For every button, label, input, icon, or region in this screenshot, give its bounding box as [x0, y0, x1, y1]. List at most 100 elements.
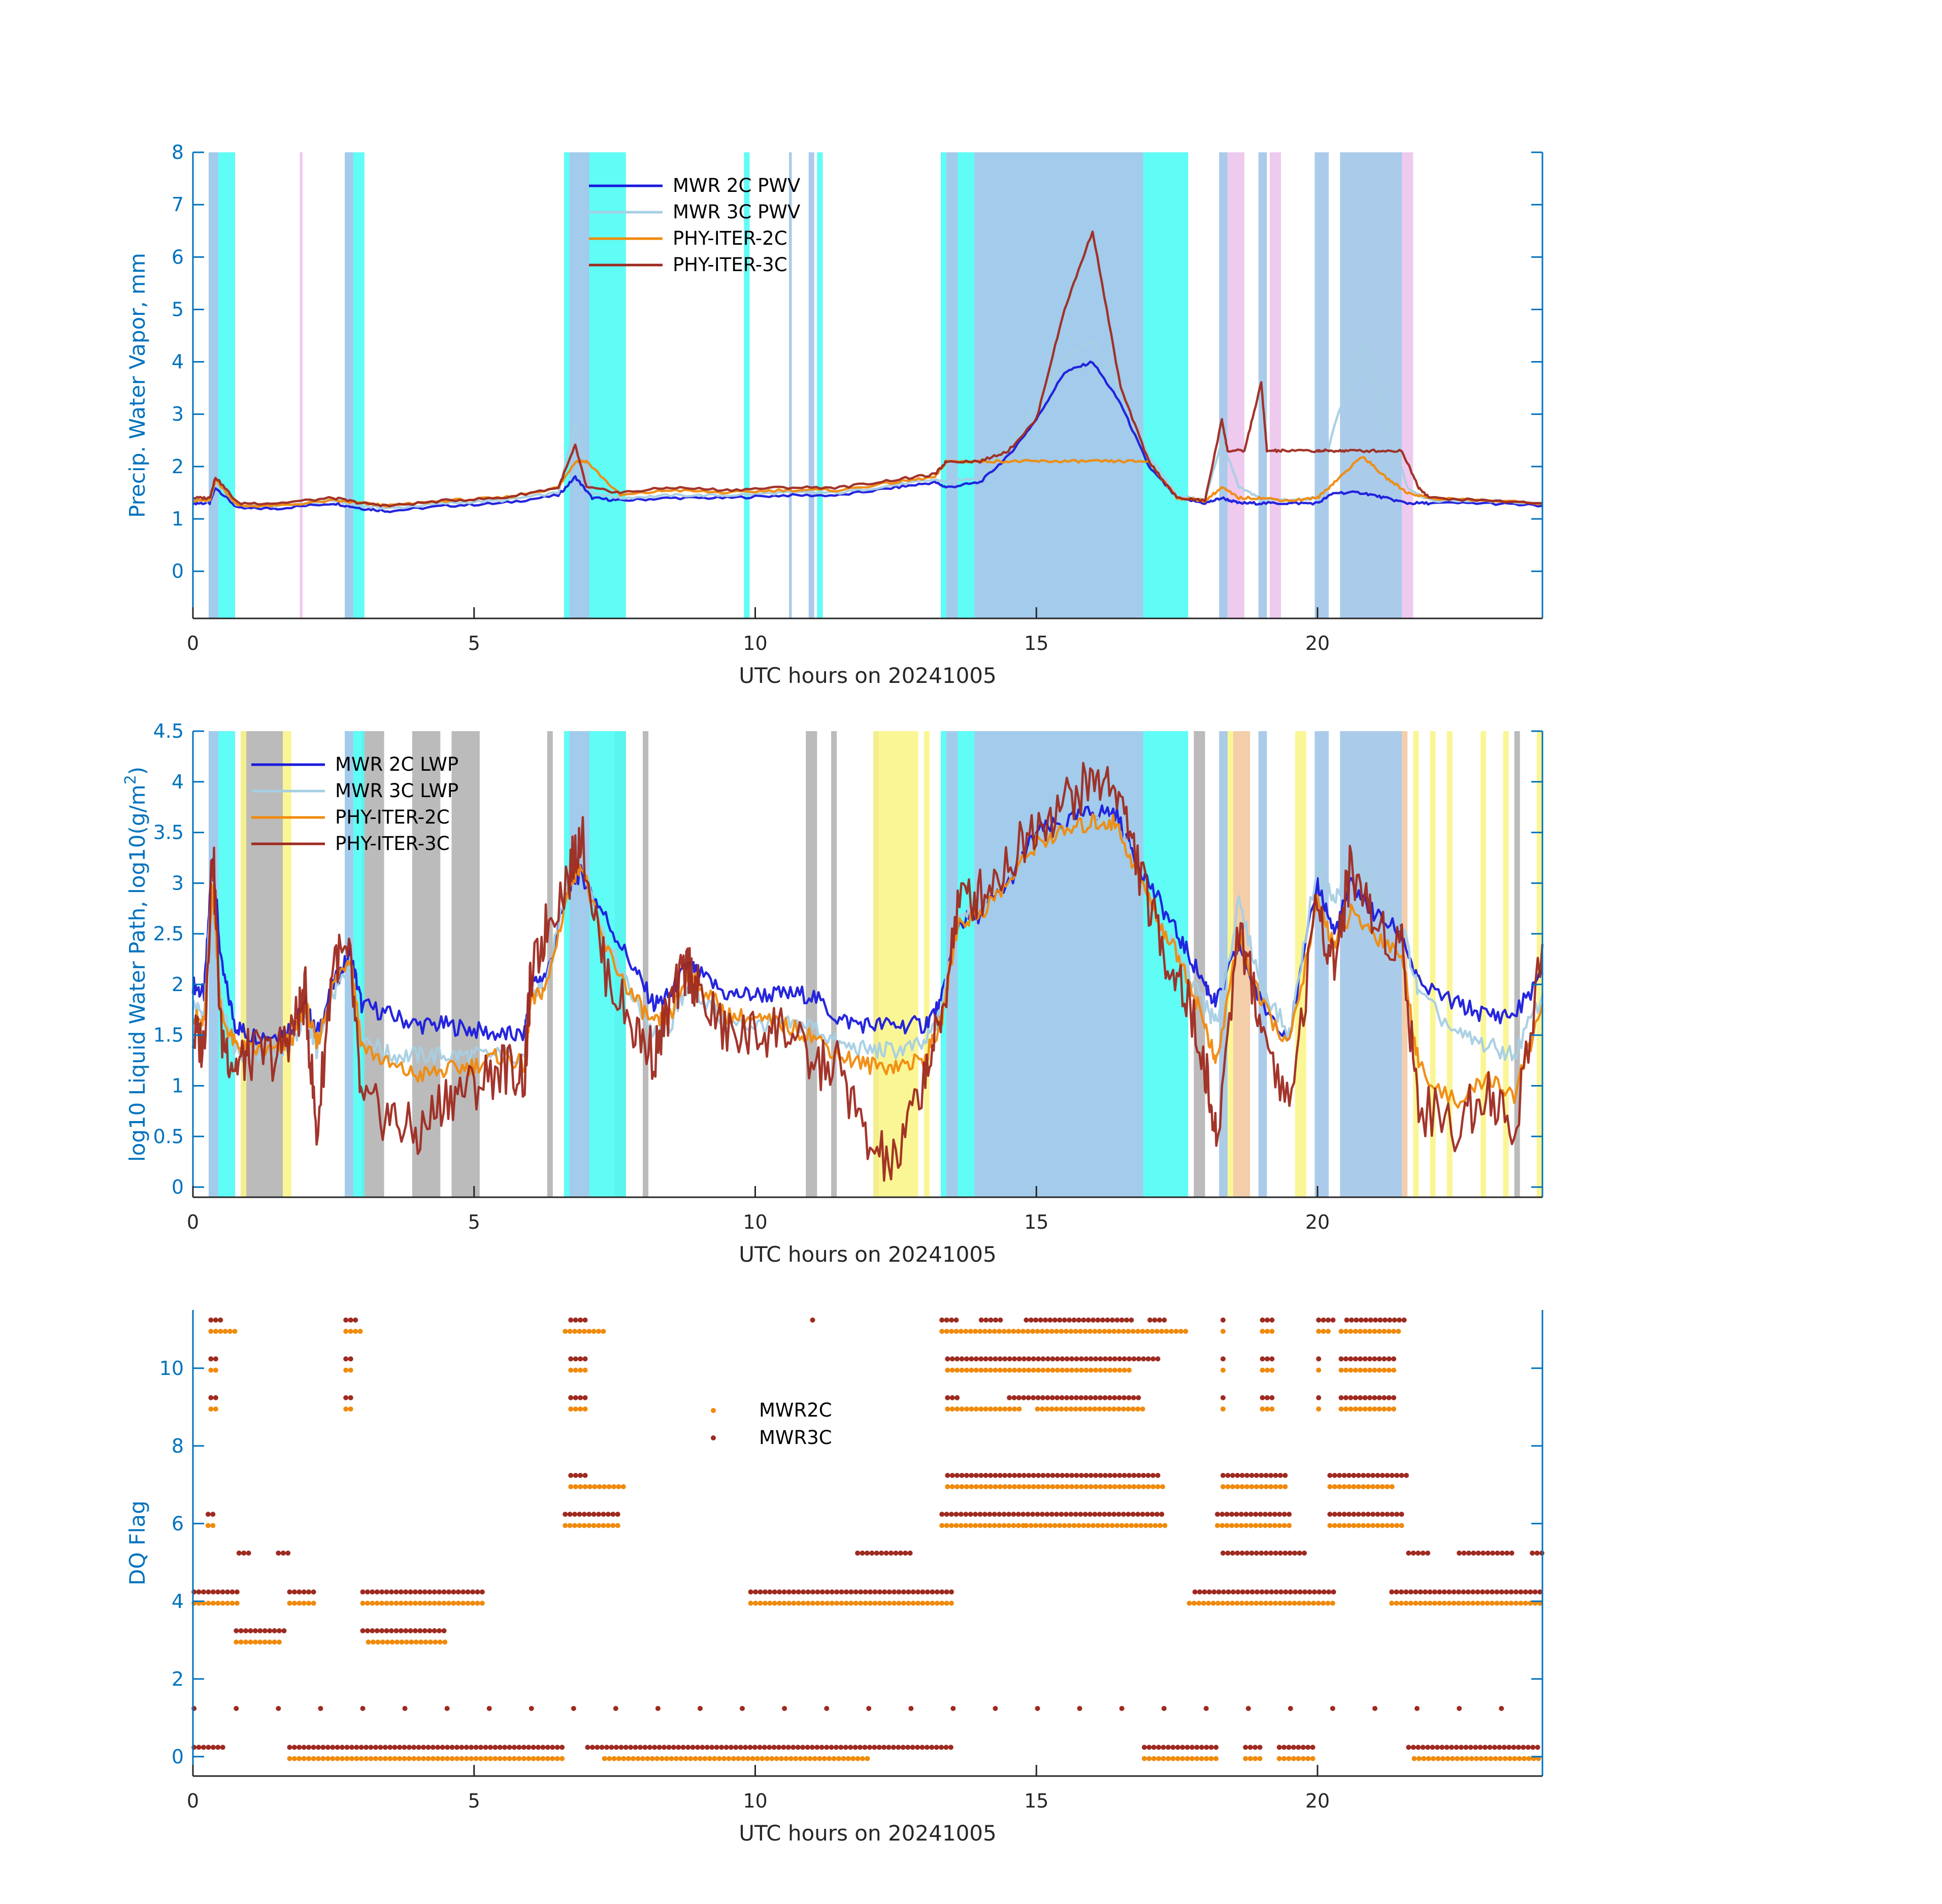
dq-point [1050, 1484, 1056, 1490]
dq-point [1456, 1600, 1461, 1606]
y-tick-label: 3 [172, 872, 184, 894]
dq-point [366, 1639, 371, 1645]
dq-point [877, 1600, 882, 1606]
dq-point [1038, 1523, 1043, 1528]
dq-point [582, 1356, 588, 1362]
dq-point [464, 1745, 469, 1750]
dq-point [577, 1512, 582, 1517]
shade-blue [1340, 152, 1402, 618]
dq-point [360, 1600, 366, 1606]
dq-point [1098, 1367, 1103, 1373]
dq-point [1045, 1395, 1050, 1400]
dq-point [758, 1589, 763, 1595]
dq-point [545, 1756, 550, 1761]
dq-point [1499, 1705, 1504, 1711]
dq-point [1385, 1523, 1390, 1528]
dq-point [578, 1472, 583, 1478]
dq-point [567, 1329, 573, 1334]
dq-point [460, 1600, 466, 1606]
dq-point [385, 1639, 390, 1645]
y-tick-label: 3.5 [153, 822, 184, 844]
dq-point [853, 1589, 859, 1595]
dq-point [1389, 1600, 1395, 1606]
dq-point [1338, 1356, 1344, 1362]
dq-point [388, 1600, 394, 1606]
dq-point [1097, 1406, 1102, 1412]
dq-point [1276, 1745, 1282, 1750]
dq-point [301, 1756, 307, 1761]
dq-point [1226, 1589, 1231, 1595]
dq-point [601, 1523, 606, 1528]
dq-point [1343, 1329, 1348, 1334]
legend-label: MWR 2C LWP [335, 753, 458, 775]
y-axis-label-end: ) [125, 767, 150, 775]
dq-point [1112, 1472, 1117, 1478]
dq-point [1260, 1367, 1265, 1373]
dq-point [685, 1745, 691, 1750]
dq-point [1060, 1484, 1065, 1490]
dq-point [1446, 1600, 1452, 1606]
dq-point [939, 1523, 945, 1528]
dq-point [604, 1745, 610, 1750]
dq-point [311, 1756, 316, 1761]
dq-point [257, 1639, 263, 1645]
dq-point [1394, 1589, 1399, 1595]
dq-point [1082, 1406, 1088, 1412]
dq-point [1220, 1329, 1226, 1334]
dq-point [853, 1600, 859, 1606]
dq-point [1480, 1550, 1486, 1556]
shade-yellow [924, 731, 930, 1197]
dq-point [578, 1356, 583, 1362]
dq-point [786, 1600, 792, 1606]
dq-point [1321, 1329, 1326, 1334]
dq-point [1432, 1589, 1437, 1595]
dq-point [1341, 1512, 1347, 1517]
dq-point [839, 1600, 844, 1606]
dq-point [404, 1639, 409, 1645]
dq-point [368, 1756, 374, 1761]
dq-point [427, 1600, 433, 1606]
dq-point [1031, 1395, 1036, 1400]
dq-point [1116, 1395, 1122, 1400]
dq-point [1260, 1395, 1265, 1400]
dq-point [1102, 1512, 1107, 1517]
dq-point [1131, 1395, 1136, 1400]
dq-point [817, 1756, 822, 1761]
dq-point [1326, 1329, 1331, 1334]
dq-point [1286, 1756, 1292, 1761]
dq-point [1180, 1756, 1186, 1761]
dq-point [297, 1756, 302, 1761]
dq-point [1162, 1317, 1167, 1323]
dq-point [1024, 1317, 1029, 1323]
dq-point [958, 1329, 964, 1334]
dq-point [343, 1367, 349, 1373]
dq-point [958, 1523, 964, 1528]
dq-point [379, 1600, 385, 1606]
dq-point [1381, 1395, 1387, 1400]
dq-point [511, 1756, 517, 1761]
dq-point [963, 1329, 969, 1334]
dq-point [1116, 1406, 1122, 1412]
shade-blue [570, 152, 589, 618]
dq-point [360, 1628, 366, 1633]
dq-point [910, 1745, 915, 1750]
dq-point [1155, 1472, 1161, 1478]
dq-point [218, 1317, 223, 1323]
dq-point [1091, 1317, 1096, 1323]
dq-point [599, 1745, 605, 1750]
dq-point [1269, 1367, 1275, 1373]
dq-point [1006, 1329, 1011, 1334]
dq-point [1045, 1356, 1050, 1362]
dq-point [690, 1745, 696, 1750]
dq-point [1098, 1484, 1103, 1490]
dq-point [659, 1756, 665, 1761]
dq-point [1281, 1745, 1287, 1750]
dq-point [1225, 1600, 1230, 1606]
dq-point [855, 1756, 861, 1761]
dq-point [437, 1589, 442, 1595]
dq-point [344, 1745, 350, 1750]
dq-point [1316, 1329, 1322, 1334]
dq-point [1446, 1589, 1452, 1595]
dq-point [1078, 1406, 1083, 1412]
dq-point [1124, 1317, 1129, 1323]
